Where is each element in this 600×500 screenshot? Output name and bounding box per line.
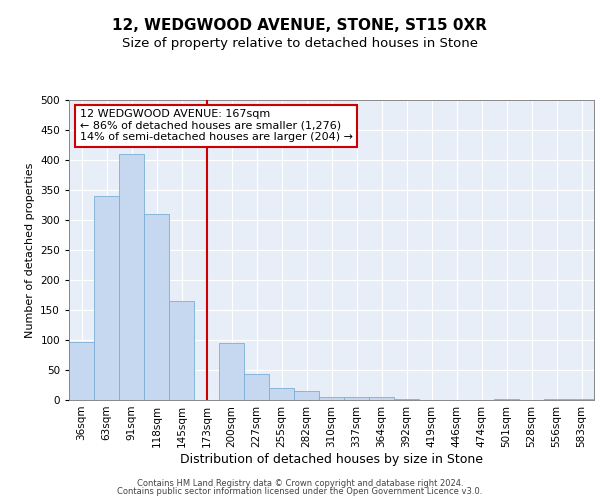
Bar <box>269 388 294 400</box>
X-axis label: Distribution of detached houses by size in Stone: Distribution of detached houses by size … <box>180 452 483 466</box>
Text: 12, WEDGWOOD AVENUE, STONE, ST15 0XR: 12, WEDGWOOD AVENUE, STONE, ST15 0XR <box>113 18 487 32</box>
Text: Size of property relative to detached houses in Stone: Size of property relative to detached ho… <box>122 38 478 51</box>
Bar <box>369 397 394 400</box>
Y-axis label: Number of detached properties: Number of detached properties <box>25 162 35 338</box>
Text: Contains public sector information licensed under the Open Government Licence v3: Contains public sector information licen… <box>118 487 482 496</box>
Bar <box>244 374 269 400</box>
Bar <box>219 343 244 400</box>
Bar <box>94 196 119 400</box>
Bar <box>69 342 94 400</box>
Bar <box>169 301 194 400</box>
Text: Contains HM Land Registry data © Crown copyright and database right 2024.: Contains HM Land Registry data © Crown c… <box>137 478 463 488</box>
Bar <box>344 397 369 400</box>
Text: 12 WEDGWOOD AVENUE: 167sqm
← 86% of detached houses are smaller (1,276)
14% of s: 12 WEDGWOOD AVENUE: 167sqm ← 86% of deta… <box>79 109 353 142</box>
Bar <box>144 214 169 400</box>
Bar <box>294 391 319 400</box>
Bar <box>119 154 144 400</box>
Bar <box>319 397 344 400</box>
